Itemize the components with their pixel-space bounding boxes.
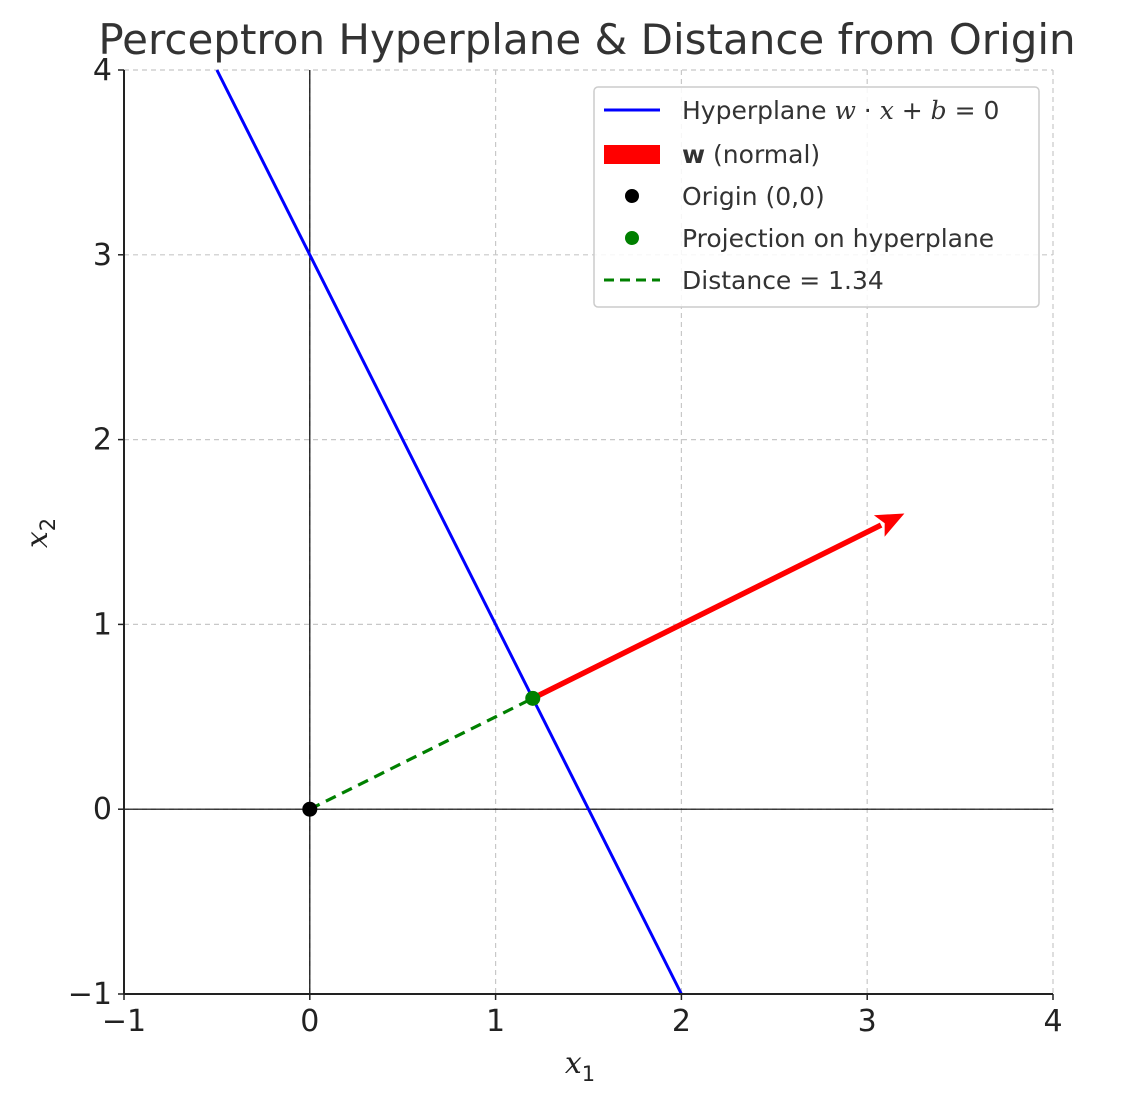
series-layer	[215, 69, 905, 995]
normal-vector-shaft	[531, 522, 883, 701]
chart-title: Perceptron Hyperplane & Distance from Or…	[98, 15, 1075, 64]
legend-swatch-normal	[604, 145, 660, 164]
legend-entry-normal: w (normal)	[604, 140, 820, 169]
x-tick-label: 0	[300, 1004, 319, 1039]
legend-label-projection: Projection on hyperplane	[682, 224, 994, 253]
legend: Hyperplane w · x + b = 0 w (normal) Orig…	[593, 86, 1040, 308]
legend-box	[593, 86, 1040, 308]
legend-entry-hyperplane: Hyperplane w · x + b = 0	[604, 96, 999, 125]
x-tick-label: 3	[858, 1004, 877, 1039]
y-tick-label: 4	[93, 53, 112, 88]
legend-label-origin: Origin (0,0)	[682, 182, 825, 211]
y-tick-label: 1	[93, 607, 112, 642]
legend-entry-origin: Origin (0,0)	[625, 182, 825, 211]
origin-point	[302, 801, 318, 817]
x-tick-label: −1	[102, 1004, 146, 1039]
legend-swatch-origin	[625, 189, 639, 203]
legend-label-normal: w (normal)	[682, 140, 820, 169]
tick-labels: −1 0 1 2 3 4 −1 0 1 2 3 4	[68, 53, 1063, 1039]
x-tick-label: 2	[672, 1004, 691, 1039]
projection-point	[525, 690, 541, 706]
normal-vector-arrowhead	[873, 513, 905, 537]
y-axis-label: x2	[20, 518, 60, 548]
x-tick-label: 1	[486, 1004, 505, 1039]
hyperplane-line	[215, 69, 683, 995]
x-tick-label: 4	[1043, 1004, 1062, 1039]
y-tick-label: 0	[93, 792, 112, 827]
legend-entry-distance: Distance = 1.34	[604, 266, 884, 295]
y-tick-label: −1	[68, 977, 112, 1012]
y-tick-label: 3	[93, 238, 112, 273]
legend-swatch-projection	[625, 231, 639, 245]
distance-line	[309, 696, 534, 811]
legend-label-hyperplane: Hyperplane w · x + b = 0	[682, 96, 999, 125]
legend-entry-projection: Projection on hyperplane	[625, 224, 994, 253]
legend-label-distance: Distance = 1.34	[682, 266, 884, 295]
axes-frame	[118, 69, 1054, 1000]
y-tick-label: 2	[93, 423, 112, 458]
x-axis-label: x1	[565, 1046, 595, 1086]
